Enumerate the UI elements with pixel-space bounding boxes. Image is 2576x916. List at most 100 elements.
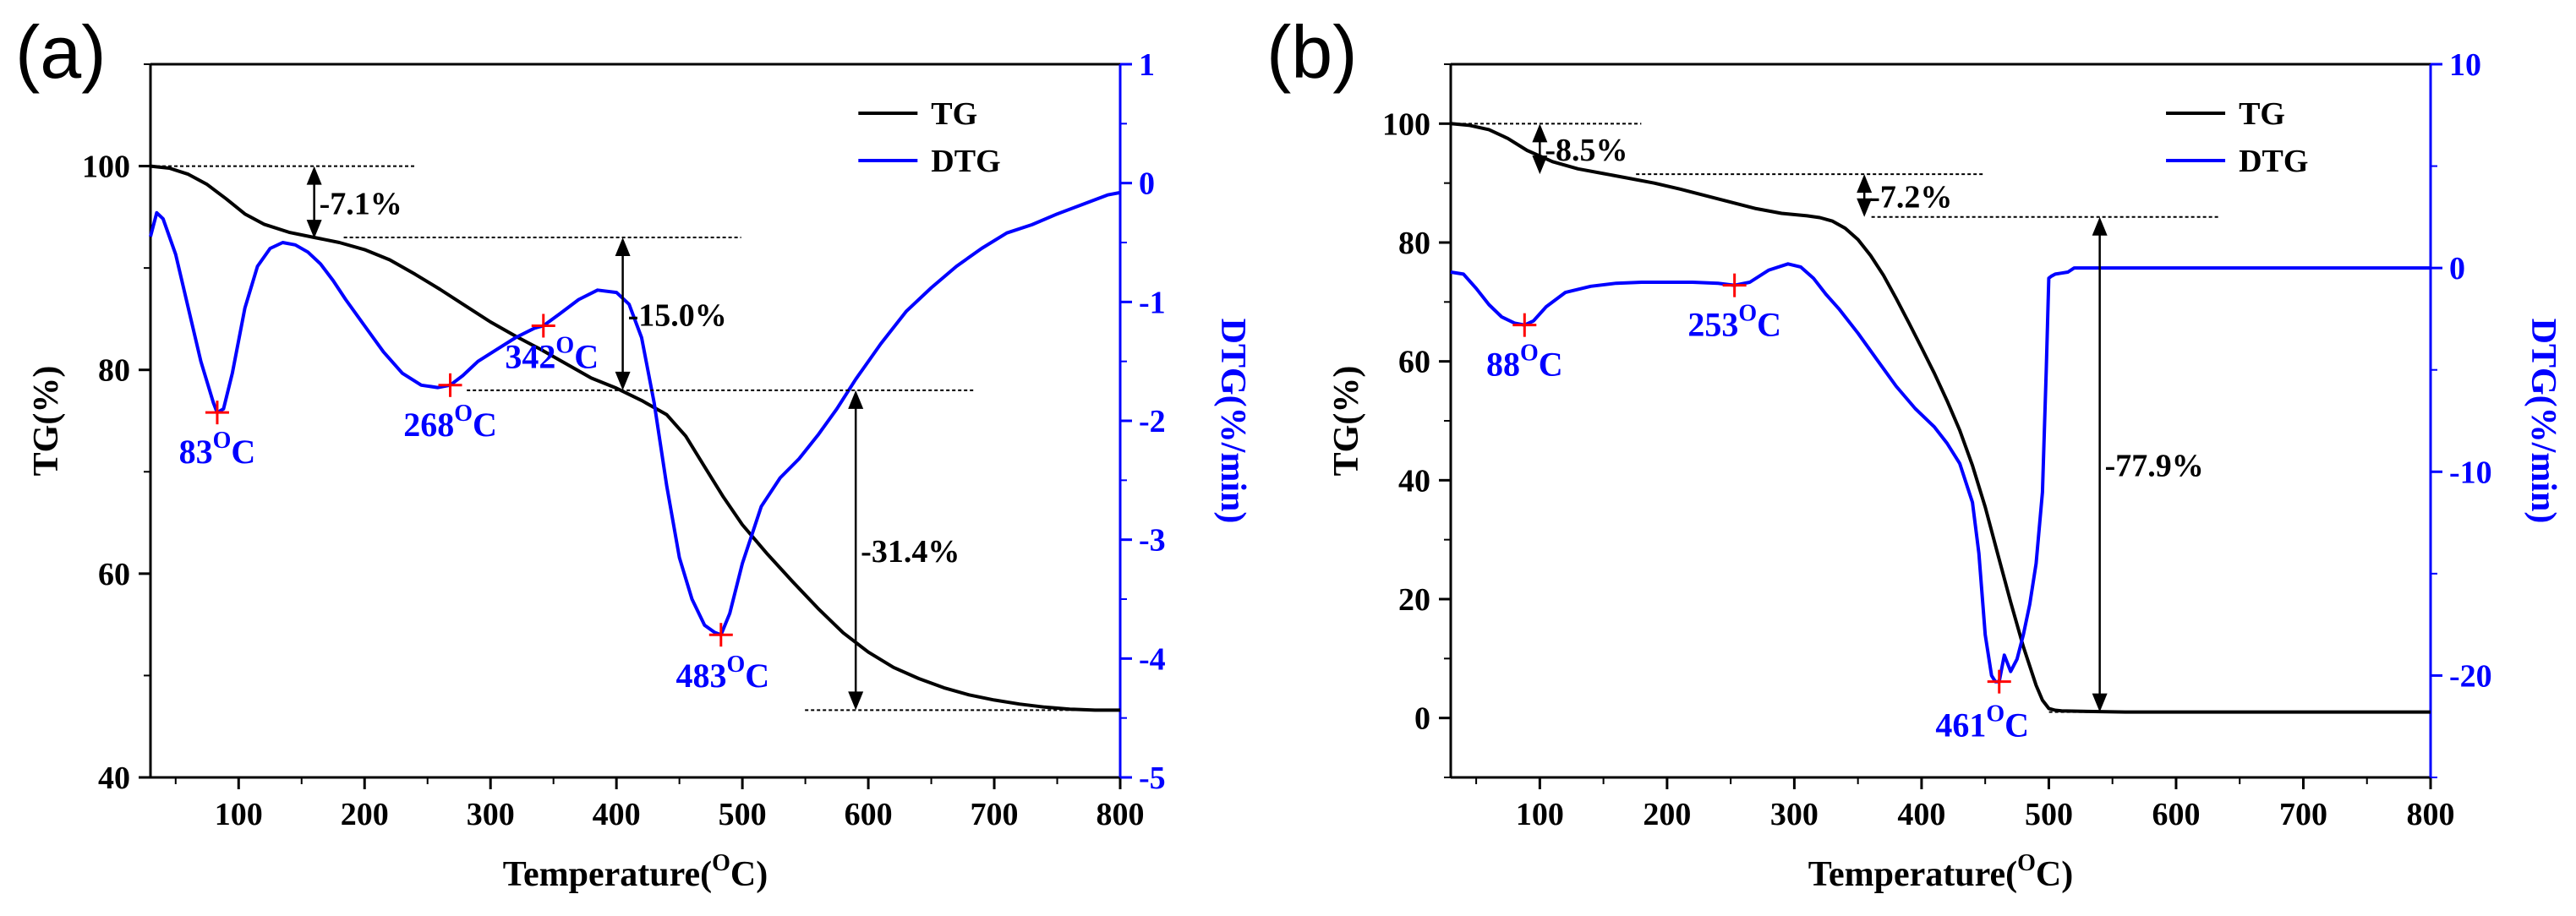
arrow-head-down bbox=[1857, 198, 1873, 217]
series-line-dtg bbox=[149, 190, 1121, 637]
y-tick-label: 100 bbox=[1382, 106, 1430, 142]
y-tick-label: 40 bbox=[98, 761, 130, 796]
peak-label: 253OC bbox=[1687, 301, 1781, 344]
x-tick-label: 400 bbox=[1897, 797, 1945, 832]
peak-label: 88OC bbox=[1486, 341, 1563, 384]
x-tick-label: 200 bbox=[1643, 797, 1691, 832]
x-tick-label: 100 bbox=[215, 797, 263, 832]
y2-axis-title: DTG(%/min) bbox=[1213, 319, 1252, 524]
x-tick-label: 300 bbox=[467, 797, 515, 832]
panel-b: 100 200 300 400 500 600 700 800020406080100100-… bbox=[1327, 47, 2562, 894]
y2-tick-label: -1 bbox=[1139, 285, 1166, 320]
x-axis-title-text: Temperature( bbox=[1808, 855, 2017, 894]
series-line-dtg bbox=[1450, 262, 2431, 684]
peak-label-unit: C bbox=[1539, 346, 1563, 384]
y-axis-title: TG(%) bbox=[1327, 366, 1366, 477]
peak-label-sup: O bbox=[1738, 301, 1757, 327]
peak-label-sup: O bbox=[1986, 701, 2004, 728]
y2-tick-label: 1 bbox=[1139, 47, 1155, 83]
arrow-head-down bbox=[615, 371, 631, 390]
peak-label-sup: O bbox=[1520, 341, 1539, 367]
x-axis-title-end: C) bbox=[730, 855, 768, 894]
arrow-head-down bbox=[306, 220, 322, 239]
y2-tick-label: 0 bbox=[2449, 251, 2465, 286]
x-axis-title-sup: O bbox=[712, 850, 730, 876]
peak-label-value: 342 bbox=[505, 337, 555, 375]
legend-entry: DTG bbox=[931, 144, 1000, 179]
legend-entry: DTG bbox=[2239, 144, 2308, 179]
peak-label-sup: O bbox=[726, 652, 745, 678]
arrow-head-up bbox=[2092, 216, 2108, 236]
legend-entry: TG bbox=[931, 96, 977, 132]
x-axis-title-text: Temperature( bbox=[503, 855, 712, 894]
peak-label-unit: C bbox=[231, 433, 255, 471]
peak-label: 342OC bbox=[505, 332, 599, 375]
mass-loss-label: -15.0% bbox=[628, 297, 727, 333]
peak-label-sup: O bbox=[213, 428, 232, 454]
mass-loss-label: -31.4% bbox=[861, 534, 960, 570]
y2-tick-label: -3 bbox=[1139, 523, 1166, 559]
peak-label-value: 461 bbox=[1935, 706, 1986, 744]
panel-a: 100 200 300 400 500 600 700 800 40 60 80 100 1 0 -1 -2 -… bbox=[27, 47, 1252, 894]
peak-label-unit: C bbox=[2004, 706, 2029, 744]
y2-tick-label: 0 bbox=[1139, 166, 1155, 202]
y2-axis-title: DTG(%/min) bbox=[2524, 319, 2562, 524]
peak-label-unit: C bbox=[745, 657, 769, 695]
x-tick-label: 700 bbox=[2279, 797, 2327, 832]
peak-label-value: 253 bbox=[1687, 306, 1738, 344]
x-tick-label: 100 bbox=[1516, 797, 1564, 832]
peak-label: 268OC bbox=[403, 401, 497, 444]
y2-tick-label: -4 bbox=[1139, 641, 1166, 677]
y-tick-label: 100 bbox=[82, 150, 130, 185]
arrow-head-up bbox=[615, 237, 631, 256]
y-tick-label: 20 bbox=[1398, 582, 1430, 618]
x-axis-title-end: C) bbox=[2036, 855, 2073, 894]
y2-tick-label: -20 bbox=[2449, 658, 2492, 694]
peak-label-unit: C bbox=[1757, 306, 1781, 344]
series-line-tg bbox=[1450, 122, 2431, 714]
peak-label-sup: O bbox=[454, 401, 473, 427]
arrow-head-up bbox=[1532, 123, 1548, 143]
arrow-head-up bbox=[1857, 174, 1873, 194]
mass-loss-label: -7.2% bbox=[1869, 179, 1952, 215]
series-line-tg bbox=[150, 164, 1120, 712]
x-tick-label: 600 bbox=[845, 797, 893, 832]
peak-label-unit: C bbox=[574, 337, 599, 375]
y2-tick-label: -5 bbox=[1139, 761, 1166, 796]
peak-label-value: 268 bbox=[403, 406, 454, 444]
y-tick-label: 80 bbox=[98, 353, 130, 389]
y2-tick-label: 10 bbox=[2449, 47, 2481, 83]
x-tick-label: 800 bbox=[1097, 797, 1145, 832]
peak-label-value: 83 bbox=[179, 433, 213, 471]
x-tick-label: 300 bbox=[1770, 797, 1819, 832]
arrow-head-down bbox=[1532, 155, 1548, 175]
mass-loss-label: -8.5% bbox=[1545, 133, 1627, 168]
peak-label: 83OC bbox=[179, 428, 256, 471]
panel-label-a: (a) bbox=[15, 10, 107, 94]
x-tick-label: 400 bbox=[593, 797, 641, 832]
mass-loss-label: -77.9% bbox=[2105, 449, 2204, 484]
x-axis-title: Temperature(OC) bbox=[1808, 850, 2073, 894]
y2-tick-label: -10 bbox=[2449, 455, 2492, 490]
arrow-head-down bbox=[848, 691, 864, 711]
y2-tick-label: -2 bbox=[1139, 404, 1166, 439]
peak-label: 483OC bbox=[675, 652, 769, 695]
peak-label: 461OC bbox=[1935, 701, 2029, 744]
panel-label-b: (b) bbox=[1266, 10, 1358, 94]
mass-loss-label: -7.1% bbox=[320, 186, 402, 221]
x-tick-label: 800 bbox=[2407, 797, 2455, 832]
y-tick-label: 80 bbox=[1398, 226, 1430, 261]
y-axis-title: TG(%) bbox=[27, 366, 66, 477]
arrow-head-up bbox=[306, 166, 322, 185]
x-tick-label: 500 bbox=[2025, 797, 2073, 832]
x-tick-label: 200 bbox=[341, 797, 389, 832]
y-tick-label: 60 bbox=[1398, 345, 1430, 380]
y-tick-label: 0 bbox=[1414, 701, 1430, 737]
arrow-head-up bbox=[848, 390, 864, 409]
y-tick-label: 40 bbox=[1398, 463, 1430, 499]
x-axis-title-sup: O bbox=[2017, 850, 2036, 876]
peak-label-sup: O bbox=[555, 332, 574, 358]
x-tick-label: 500 bbox=[719, 797, 767, 832]
peak-label-value: 483 bbox=[675, 657, 726, 695]
